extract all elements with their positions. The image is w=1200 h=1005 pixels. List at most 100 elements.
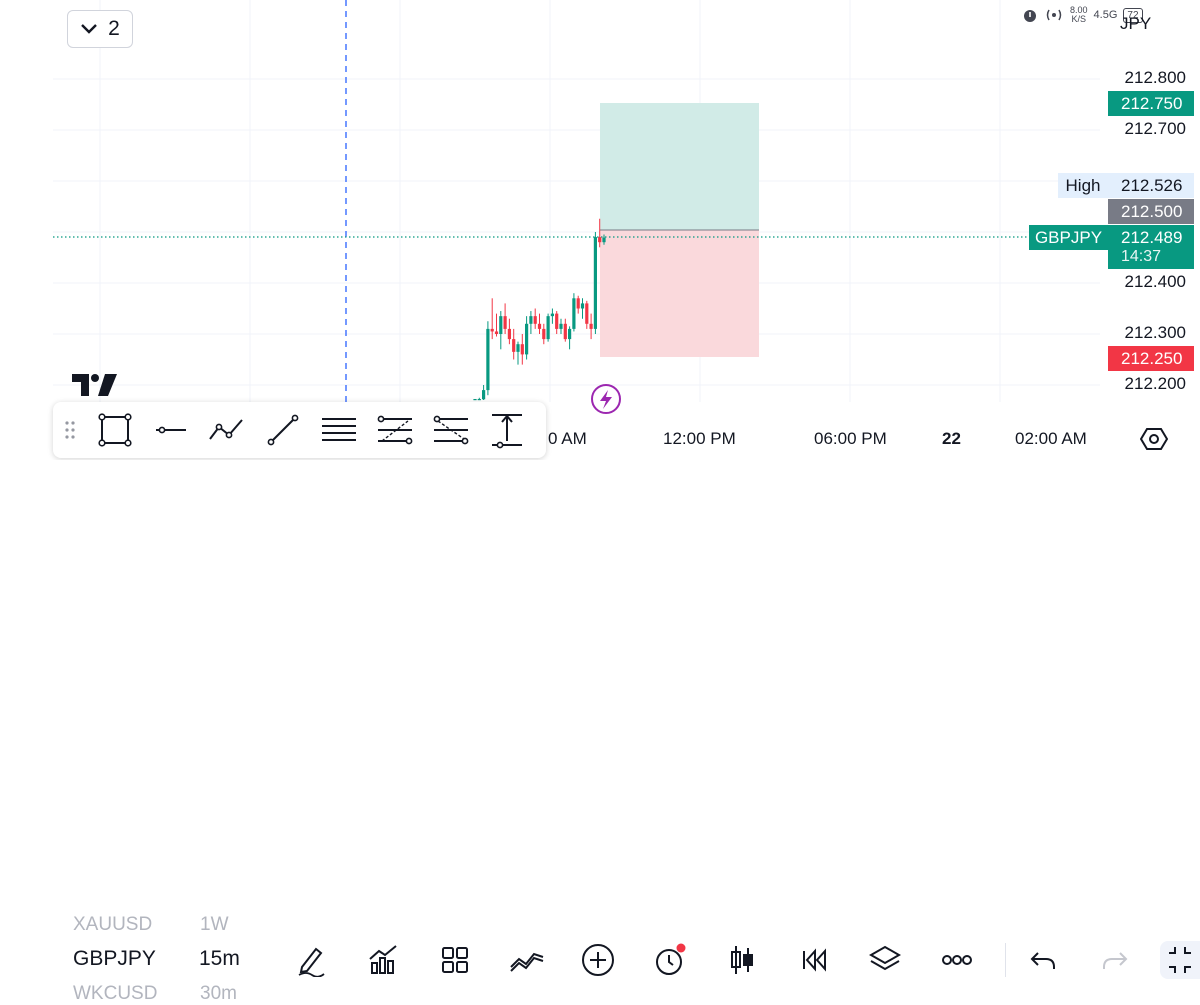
candle [525,316,529,360]
indicators-icon [369,945,397,974]
timeframe-next[interactable]: 30m [200,983,237,1004]
fib-extension-icon [433,415,469,445]
layouts-button[interactable] [436,941,474,979]
candle [546,313,550,342]
candle [473,399,477,401]
time-tick-label: 0 AM [548,429,587,448]
bar-countdown: 14:37 [1121,248,1162,265]
price-tick-label: 212.400 [1124,272,1186,291]
horizontal-line-tool[interactable] [143,408,199,452]
symbol-prev[interactable]: XAUUSD [73,914,153,935]
chart-settings-button[interactable] [1139,426,1169,452]
path-icon [209,419,243,440]
candle [550,308,554,324]
replay-button[interactable] [795,941,833,979]
take-profit-label[interactable]: 212.750 [1108,91,1194,116]
candle [563,318,567,342]
layers-icon [868,945,902,971]
entry-price-label[interactable]: 212.500 [1108,199,1194,224]
candle [589,313,593,340]
fib-retracement-icon [377,415,413,445]
symbol-next[interactable]: WKCUSD [73,983,158,1004]
alarm-icon [1024,10,1036,22]
high-value: 212.526 [1108,173,1194,198]
candle [580,298,585,319]
rectangle-tool[interactable] [87,408,143,452]
candle [542,323,546,345]
tradingview-logo [72,374,117,396]
parallel-channel-tool[interactable] [311,408,367,452]
fib-retracement-tool[interactable] [367,408,423,452]
replay-icon [803,948,826,972]
candle [512,328,516,360]
stop-loss-zone[interactable] [600,230,759,357]
add-button[interactable] [579,941,617,979]
time-tick-label: 22 [942,429,961,448]
chart-area[interactable]: 2 8.00 K/S 4.5G 72 JPY 212.800 212.700 212.… [0,0,1200,460]
price-tick-label: 212.300 [1124,323,1186,342]
candle [486,321,490,396]
toolbar-divider [1005,943,1006,977]
price-range-tool[interactable] [479,408,535,452]
path-tool[interactable] [199,408,255,452]
current-price-label: 212.489 14:37 [1108,225,1194,269]
candles [473,218,606,401]
undo-icon [1030,952,1055,969]
take-profit-zone[interactable] [600,103,759,230]
time-tick-label: 06:00 PM [814,429,887,448]
object-tree-button[interactable] [866,941,904,979]
layout-selector-button[interactable]: 2 [67,10,133,48]
chevron-down-icon [81,24,98,34]
candle [503,303,507,334]
candle [537,313,542,334]
candle [568,326,572,350]
add-icon [582,944,614,976]
candle [520,334,524,365]
indicators-button[interactable] [364,941,402,979]
candle [572,293,576,332]
candle [533,308,537,329]
bottom-toolbar: XAUUSD 1W GBPJPY 15m WKCUSD 30m [0,460,1200,1004]
timeframe-prev[interactable]: 1W [200,914,229,935]
lightning-icon[interactable] [591,384,621,414]
price-tick-label: 212.200 [1124,374,1186,393]
candle [494,313,499,337]
settings-icon [1139,428,1169,450]
drawing-toolbar [53,402,546,458]
compare-button[interactable] [508,941,546,979]
candle [602,234,606,245]
symbol-selector[interactable]: GBPJPY [73,947,156,970]
fib-extension-tool[interactable] [423,408,479,452]
rectangle-icon [98,413,132,447]
timeframe-selector[interactable]: 15m [199,947,240,970]
horizontal-line-icon [156,426,186,434]
currency-label: JPY [1120,14,1152,33]
price-tick-label: 212.800 [1124,68,1186,87]
more-icon [942,955,972,965]
candle [490,298,494,340]
chart-type-button[interactable] [723,941,761,979]
drawing-tools-button[interactable] [292,941,330,979]
grid-icon [442,947,468,973]
candle [598,218,602,248]
time-tick-label: 02:00 AM [1015,429,1087,448]
time-tick-label: 12:00 PM [663,429,736,448]
more-button[interactable] [938,941,976,979]
undo-button[interactable] [1024,941,1062,979]
pencil-icon [298,947,325,977]
candle [585,300,589,329]
alerts-button[interactable] [651,941,689,979]
compare-icon [510,952,544,972]
redo-button[interactable] [1096,941,1134,979]
candle [529,311,533,334]
candle [559,318,563,334]
stop-loss-label[interactable]: 212.250 [1108,346,1194,371]
trend-line-tool[interactable] [255,408,311,452]
fullscreen-button[interactable] [1160,941,1200,979]
candle [477,397,481,401]
candle [516,341,520,365]
high-tag: High [1058,173,1108,198]
chart-canvas[interactable] [0,0,1200,460]
redo-icon [1103,952,1128,969]
grip-icon[interactable] [53,420,87,440]
